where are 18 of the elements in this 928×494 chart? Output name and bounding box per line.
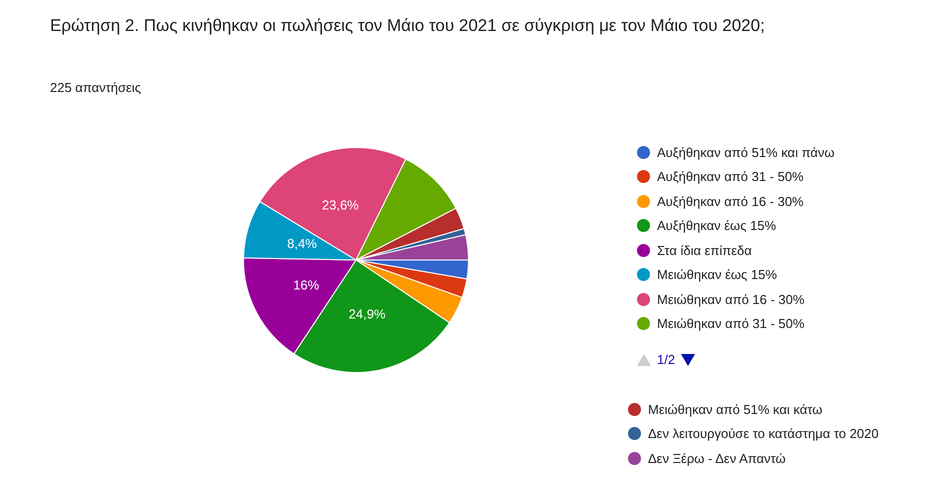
data-label: 8,4% [287,236,318,251]
data-label: 23,6% [322,198,360,213]
text: 1/2 [657,352,676,367]
legend-label: Μειώθηκαν από 31 - 50% [657,316,804,332]
legend-label: Αυξήθηκαν από 31 - 50% [657,169,804,184]
legend-label: Αυξήθηκαν έως 15% [657,218,776,234]
chart-title: Ερώτηση 2. Πως κινήθηκαν οι πωλήσεις τον Μάιο του 2021 σε σύγκριση με τον Μάιο του 2020; [50,15,766,37]
data-label: 16% [293,278,320,293]
legend-label: Αυξήθηκαν από 51% και πάνω [657,144,835,160]
legend-label: Μειώθηκαν έως 15% [657,267,777,282]
legend-label: Δεν Ξέρω - Δεν Απαντώ [648,450,786,466]
legend-label: Αυξήθηκαν από 16 - 30% [657,194,804,209]
legend-label: Μειώθηκαν από 51% και κάτω [648,402,822,417]
legend-label: Δεν λειτουργούσε το κατάστημα το 2020 [648,426,879,442]
data-label: 24,9% [348,306,386,322]
text: 225 απαντήσεις [50,80,141,95]
legend-label: Μειώθηκαν από 16 - 30% [657,292,804,307]
legend-label: Στα ίδια επίπεδα [657,242,752,258]
